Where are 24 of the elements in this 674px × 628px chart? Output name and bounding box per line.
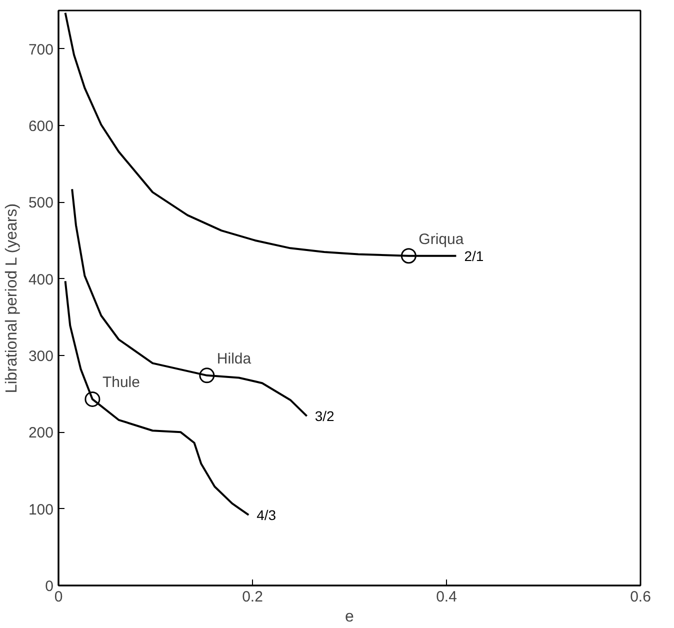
line-series [71, 188, 308, 418]
x-axis-title: e [345, 608, 354, 626]
point [199, 368, 215, 384]
y-tick-label: 400 [28, 271, 54, 288]
annotation: Griqua [418, 230, 464, 248]
annotation: Hilda [216, 350, 252, 368]
y-tick-label: 600 [28, 118, 54, 135]
x-tick-label: 0.4 [436, 588, 457, 606]
series-label: 2/1 [464, 248, 484, 264]
x-tick-label: 0.6 [630, 588, 651, 606]
annotation: Thule [102, 374, 140, 392]
y-tick-label: 300 [28, 348, 54, 365]
series-label: 3/2 [314, 408, 334, 424]
y-tick-label: 700 [28, 41, 54, 58]
y-axis-title: Librational period L (years) [3, 203, 20, 394]
y-tick-label: 0 [45, 578, 54, 595]
point [400, 248, 416, 264]
y-tick-label: 500 [28, 194, 54, 212]
point [84, 391, 100, 407]
y-tick-label: 200 [28, 424, 54, 442]
series-label: 4/3 [256, 506, 276, 523]
x-tick-label: 0.2 [242, 588, 263, 606]
y-tick-label: 100 [28, 501, 54, 518]
line-series [64, 280, 250, 516]
